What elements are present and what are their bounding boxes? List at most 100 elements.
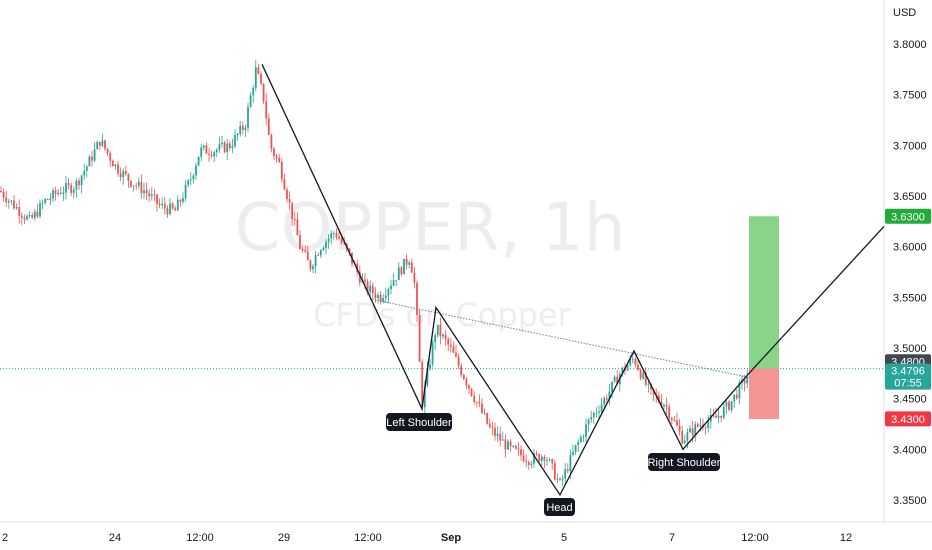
candle-body	[213, 152, 216, 157]
candle-body	[369, 285, 372, 293]
candle-body	[226, 143, 229, 153]
candle-body	[561, 478, 564, 480]
candle-body	[605, 398, 608, 400]
candle-body	[314, 255, 317, 267]
candle-body	[650, 384, 652, 390]
candle-body	[694, 424, 697, 436]
right-shoulder-text: Right Shoulder	[648, 457, 721, 469]
target-price-text: 3.6300	[891, 211, 925, 223]
candle-body	[681, 430, 684, 444]
price-tick-label: 3.4500	[893, 394, 927, 406]
candle-body	[80, 175, 83, 186]
candle-body	[247, 106, 249, 128]
candle-body	[119, 173, 122, 178]
candle-body	[169, 203, 171, 215]
candle-body	[707, 421, 710, 428]
candle-body	[96, 141, 99, 150]
candle-body	[288, 198, 291, 203]
chart-watermark-symbol: COPPER, 1h	[235, 189, 626, 266]
candle-body	[410, 262, 413, 273]
candle-body	[221, 142, 223, 145]
candle-body	[676, 420, 678, 426]
stop-loss-zone[interactable]	[749, 368, 779, 419]
candle-body	[730, 401, 733, 410]
candle-body	[366, 281, 369, 293]
candle-body	[647, 384, 650, 385]
candle-body	[187, 180, 190, 185]
candle-body	[548, 459, 551, 461]
candle-body	[509, 441, 512, 447]
price-tick-label: 3.4000	[893, 444, 927, 456]
chart-watermark-desc: CFDs on Copper	[313, 296, 572, 334]
candle-body	[678, 425, 681, 431]
candle-body	[434, 335, 437, 343]
candle-body	[143, 190, 145, 194]
candle-body	[13, 200, 15, 209]
candle-body	[176, 199, 179, 211]
candle-body	[374, 293, 377, 299]
candle-body	[530, 463, 533, 465]
candle-body	[364, 279, 366, 282]
candle-body	[405, 258, 408, 265]
target-zone[interactable]	[749, 216, 779, 369]
candle-body	[520, 449, 522, 456]
candle-body	[494, 427, 496, 436]
candle-body	[452, 346, 455, 353]
candle-body	[395, 279, 398, 281]
candle-body	[137, 181, 140, 186]
candle-body	[244, 127, 247, 131]
candle-body	[585, 424, 587, 437]
candle-body	[543, 456, 546, 461]
candle-body	[262, 83, 265, 102]
candle-body	[127, 173, 130, 181]
candle-body	[587, 419, 590, 425]
candle-body	[426, 368, 429, 386]
candle-body	[7, 200, 10, 203]
candle-body	[228, 143, 231, 149]
candle-body	[215, 149, 218, 153]
candle-body	[551, 459, 554, 464]
candle-body	[559, 478, 561, 480]
price-tick-label: 3.6000	[893, 242, 927, 254]
candle-body	[278, 157, 281, 163]
candle-body	[252, 87, 255, 96]
candle-body	[473, 395, 476, 402]
left-shoulder-text: Left Shoulder	[386, 417, 452, 429]
candle-body	[600, 404, 603, 412]
candle-body	[387, 289, 390, 296]
currency-label: USD	[893, 7, 916, 19]
candle-body	[390, 285, 392, 290]
candle-body	[148, 193, 151, 197]
time-tick-label: 12:00	[186, 532, 214, 544]
candle-body	[642, 372, 645, 379]
candle-body	[0, 190, 2, 193]
stop-price-text: 3.4300	[891, 414, 925, 426]
time-axis[interactable]: 2 24 12:00 29 12:00 Sep 5 7 12:00 12	[2, 532, 852, 544]
candle-body	[299, 235, 301, 249]
candle-body	[634, 358, 637, 365]
head-and-shoulders-pattern-line[interactable]	[261, 64, 885, 497]
candle-body	[325, 241, 327, 248]
price-axis[interactable]: 3.8000 3.7500 3.7000 3.6500 3.6000 3.5500 3.50…	[893, 39, 927, 507]
candle-body	[72, 189, 75, 193]
candle-body	[644, 372, 647, 385]
candle-body	[384, 295, 387, 298]
price-tick-label: 3.6500	[893, 191, 927, 203]
candle-body	[717, 415, 720, 418]
candle-body	[158, 203, 161, 206]
head-label: Head	[544, 498, 575, 516]
candle-body	[478, 402, 481, 404]
candle-body	[483, 412, 486, 414]
candle-body	[616, 376, 619, 384]
price-tick-label: 3.3500	[893, 495, 927, 507]
candle-body	[356, 263, 359, 272]
candle-body	[301, 248, 304, 251]
candle-body	[78, 180, 80, 186]
candle-body	[569, 454, 572, 472]
candle-body	[579, 436, 582, 442]
candle-body	[93, 149, 96, 161]
candle-body	[117, 164, 119, 174]
candle-body	[145, 190, 148, 194]
candle-body	[592, 412, 595, 418]
